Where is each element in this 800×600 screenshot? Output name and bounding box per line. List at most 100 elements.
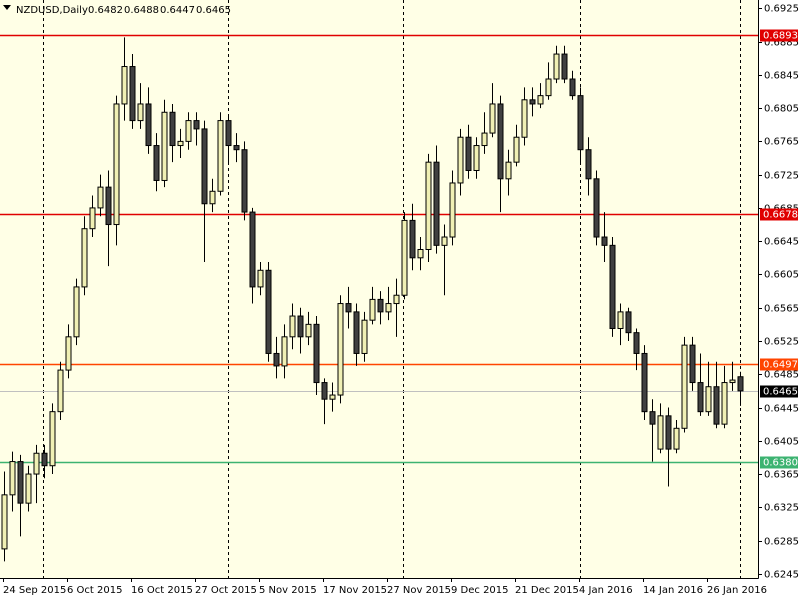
candle-body: [625, 311, 632, 334]
candle-body: [273, 352, 280, 367]
candle-body: [609, 244, 616, 330]
candle-body: [657, 415, 664, 450]
candle-body: [281, 336, 288, 367]
candle-body: [433, 161, 440, 246]
candle-body: [569, 78, 576, 97]
candle-body: [681, 344, 688, 429]
candle-body: [561, 53, 568, 80]
candle-body: [209, 190, 216, 205]
candle-body: [697, 382, 704, 413]
candle-body: [145, 103, 152, 147]
candle-body: [457, 136, 464, 184]
candle-body: [313, 323, 320, 384]
candle-body: [57, 369, 64, 413]
candle-body: [33, 452, 40, 475]
chart-title: NZDUSD,Daily: [16, 5, 88, 16]
candle-body: [73, 286, 80, 338]
candle-body: [9, 461, 16, 496]
candle-body: [505, 161, 512, 180]
candle-body: [129, 66, 136, 122]
candle-body: [665, 415, 672, 450]
candle-body: [465, 136, 472, 171]
x-tick-label: 24 Sep 2015: [3, 585, 66, 596]
x-tick-label: 6 Oct 2015: [67, 585, 122, 596]
candle-body: [89, 207, 96, 230]
candle-body: [193, 120, 200, 130]
candle-body: [329, 394, 336, 400]
ohlc-high: 0.6488: [124, 5, 159, 16]
candle-body: [353, 311, 360, 354]
candle-body: [409, 219, 416, 259]
candle-body: [225, 120, 232, 147]
level-label: 0.6380: [763, 458, 798, 469]
x-tick-label: 17 Nov 2015: [323, 585, 387, 596]
x-tick-label: 14 Jan 2016: [643, 585, 703, 596]
candle-body: [65, 336, 72, 371]
x-tick-label: 16 Oct 2015: [131, 585, 193, 596]
x-tick-label: 21 Dec 2015: [515, 585, 579, 596]
y-tick-label: 0.6645: [764, 237, 799, 248]
level-label: 0.6678: [763, 210, 798, 221]
y-tick-label: 0.6365: [764, 470, 799, 481]
candle-body: [521, 99, 528, 138]
candle-body: [201, 128, 208, 205]
y-tick-label: 0.6805: [764, 104, 799, 115]
candle-body: [17, 461, 24, 504]
candle-body: [633, 332, 640, 354]
candle-body: [705, 386, 712, 413]
y-tick-label: 0.6445: [764, 404, 799, 415]
candle-body: [289, 315, 296, 338]
candle-body: [161, 111, 168, 181]
candle-body: [537, 95, 544, 105]
candle-body: [593, 178, 600, 238]
candle-body: [601, 236, 608, 246]
level-label-box: [760, 208, 798, 221]
candle-body: [497, 103, 504, 180]
candle-body: [441, 236, 448, 246]
candle-body: [513, 136, 520, 163]
candle-body: [617, 311, 624, 330]
candles: [1, 37, 744, 562]
candle-body: [449, 182, 456, 238]
candle-body: [585, 149, 592, 180]
y-tick-label: 0.6565: [764, 304, 799, 315]
candle-body: [321, 382, 328, 400]
y-tick-label: 0.6605: [764, 270, 799, 281]
candle-body: [113, 103, 120, 226]
candle-body: [49, 411, 56, 467]
candle-body: [713, 386, 720, 425]
axes: 0.6925 0.6885 0.6845 0.6805 0.6765 0.6725 0.66…: [3, 4, 799, 596]
candle-body: [481, 132, 488, 147]
level-label-box: [760, 385, 798, 398]
level-label: 0.6465: [763, 387, 798, 398]
candle-body: [361, 319, 368, 354]
candle-body: [649, 411, 656, 425]
candle-body: [529, 99, 536, 105]
candle-body: [1, 494, 8, 550]
candle-body: [169, 111, 176, 147]
y-tick-label: 0.6765: [764, 137, 799, 148]
level-label: 0.6893: [763, 31, 798, 42]
candle-body: [577, 95, 584, 151]
candle-body: [241, 149, 248, 213]
y-tick-label: 0.6405: [764, 437, 799, 448]
candle-body: [297, 315, 304, 338]
candle-body: [185, 120, 192, 142]
level-label: 0.6497: [763, 360, 798, 371]
x-tick-label: 27 Oct 2015: [195, 585, 257, 596]
candle-body: [337, 303, 344, 396]
y-tick-label: 0.6525: [764, 337, 799, 348]
candle-body: [105, 186, 112, 226]
y-tick-label: 0.6325: [764, 503, 799, 514]
candle-body: [249, 211, 256, 288]
candle-body: [97, 186, 104, 209]
y-tick-label: 0.6725: [764, 171, 799, 182]
x-tick-label: 4 Jan 2016: [579, 585, 633, 596]
candle-body: [25, 473, 32, 504]
candle-body: [401, 219, 408, 296]
y-tick-label: 0.6925: [764, 4, 799, 15]
y-tick-label: 0.6845: [764, 71, 799, 82]
collapse-icon[interactable]: [3, 5, 11, 10]
candle-body: [177, 140, 184, 147]
